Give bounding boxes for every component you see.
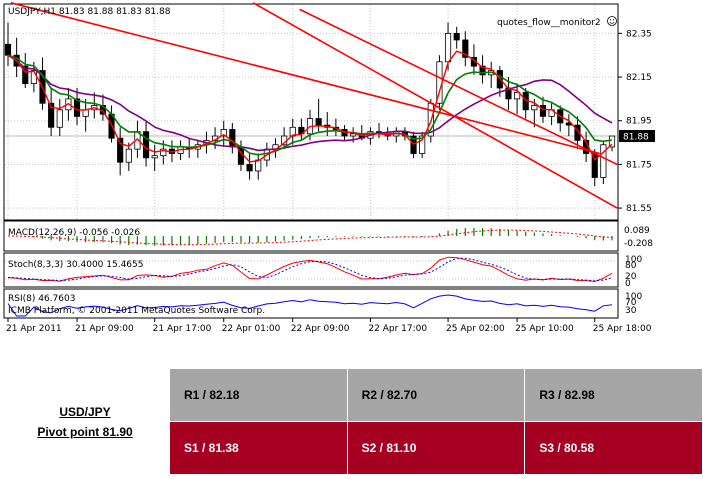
rsi-line (7, 294, 613, 317)
ma-mid-line (7, 54, 613, 156)
candle (514, 83, 521, 115)
symbol-label: USDJPY,H1 81.83 81.88 81.83 81.88 (8, 7, 171, 17)
rsi-panel: RSI(8) 46.7603 ICMB Platform, © 2001-201… (3, 288, 642, 319)
stoch-signal-line (7, 257, 613, 282)
macd-panel: MACD(12,26,9) -0.056 -0.026 0.089 -0.208 (3, 220, 653, 252)
ma-slow-line (7, 54, 613, 152)
candle (220, 120, 227, 147)
candle (56, 98, 63, 137)
stoch-main-line (7, 256, 613, 283)
time-tick-label: 25 Apr 10:00 (515, 324, 574, 334)
current-price-label: 81.88 (623, 133, 649, 143)
time-tick-label: 21 Apr 2011 (6, 324, 62, 334)
macd-label: MACD(12,26,9) -0.056 -0.026 (8, 228, 140, 238)
macd-signal-line (7, 229, 613, 246)
r1-cell: R1 / 82.18 (169, 368, 348, 422)
time-tick-label: 22 Apr 17:00 (368, 324, 427, 334)
candle (289, 118, 296, 145)
candle (608, 135, 616, 152)
candle (22, 53, 29, 88)
rsi-tick-30: 30 (625, 306, 637, 316)
stoch-panel: Stoch(8,3,3) 30.4000 15.4655 100 80 20 0 (3, 252, 642, 289)
candle (600, 140, 607, 185)
time-axis: 21 Apr 2011 21 Apr 09:00 21 Apr 17:00 22 Ap… (6, 318, 652, 334)
pivot-table: USD/JPY Pivot point 81.90 R1 / 82.18 R2 … (0, 368, 703, 475)
time-tick-label: 25 Apr 18:00 (593, 324, 652, 334)
watermark-label: quotes_flow__monitor2 (497, 18, 601, 28)
candle (453, 26, 460, 49)
pivot-symbol: USD/JPY (59, 404, 111, 419)
s3-cell: S3 / 80.58 (524, 421, 703, 475)
r2-cell: R2 / 82.70 (346, 368, 526, 422)
price-tick-label: 81.55 (626, 204, 652, 214)
price-chart: USDJPY,H1 81.83 81.88 81.83 81.88 quotes… (3, 2, 655, 334)
pivot-label-cell: USD/JPY Pivot point 81.90 (0, 368, 170, 475)
stoch-tick-0: 0 (625, 279, 631, 289)
candle (462, 31, 469, 67)
copyright-label: ICMB Platform, © 2001-2011 MetaQuotes So… (8, 306, 265, 316)
candle (479, 55, 486, 84)
price-tick-label: 81.95 (626, 117, 652, 127)
stoch-tick-80: 80 (625, 261, 637, 271)
channel-line (299, 8, 618, 166)
candle (246, 153, 253, 180)
price-tick-label: 82.15 (626, 73, 652, 83)
candle (419, 131, 426, 158)
rsi-label: RSI(8) 46.7603 (8, 294, 75, 304)
time-tick-label: 25 Apr 02:00 (446, 324, 505, 334)
candle (151, 144, 158, 171)
time-tick-label: 21 Apr 09:00 (75, 324, 134, 334)
rsi-tick-70: 70 (625, 298, 637, 308)
s2-cell: S2 / 81.10 (346, 421, 526, 475)
current-price-tag: 81.88 (619, 130, 655, 143)
candle (117, 127, 124, 176)
candle (125, 142, 132, 171)
smiley-icon (607, 16, 617, 26)
time-tick-label: 22 Apr 01:00 (222, 324, 281, 334)
r3-cell: R3 / 82.98 (524, 368, 703, 422)
candle (574, 116, 581, 150)
channel-line (252, 2, 618, 209)
macd-tick-bottom: -0.208 (624, 239, 653, 249)
channel-line (10, 2, 601, 155)
s1-cell: S1 / 81.38 (169, 421, 348, 475)
main-panel: USDJPY,H1 81.83 81.88 81.83 81.88 quotes… (3, 2, 655, 221)
rsi-tick-100: 100 (625, 292, 642, 302)
candle (48, 87, 55, 137)
macd-tick-top: 0.089 (624, 226, 650, 236)
time-tick-label: 21 Apr 17:00 (153, 324, 212, 334)
ma-fast-line (7, 50, 613, 163)
time-tick-label: 22 Apr 09:00 (291, 324, 350, 334)
stoch-tick-20: 20 (625, 272, 637, 282)
stoch-tick-100: 100 (625, 255, 642, 265)
price-tick-label: 82.35 (626, 29, 652, 39)
price-tick-label: 81.75 (626, 160, 652, 170)
candle (436, 55, 443, 110)
pivot-point-label: Pivot point 81.90 (37, 424, 133, 439)
stoch-label: Stoch(8,3,3) 30.4000 15.4655 (8, 260, 143, 270)
